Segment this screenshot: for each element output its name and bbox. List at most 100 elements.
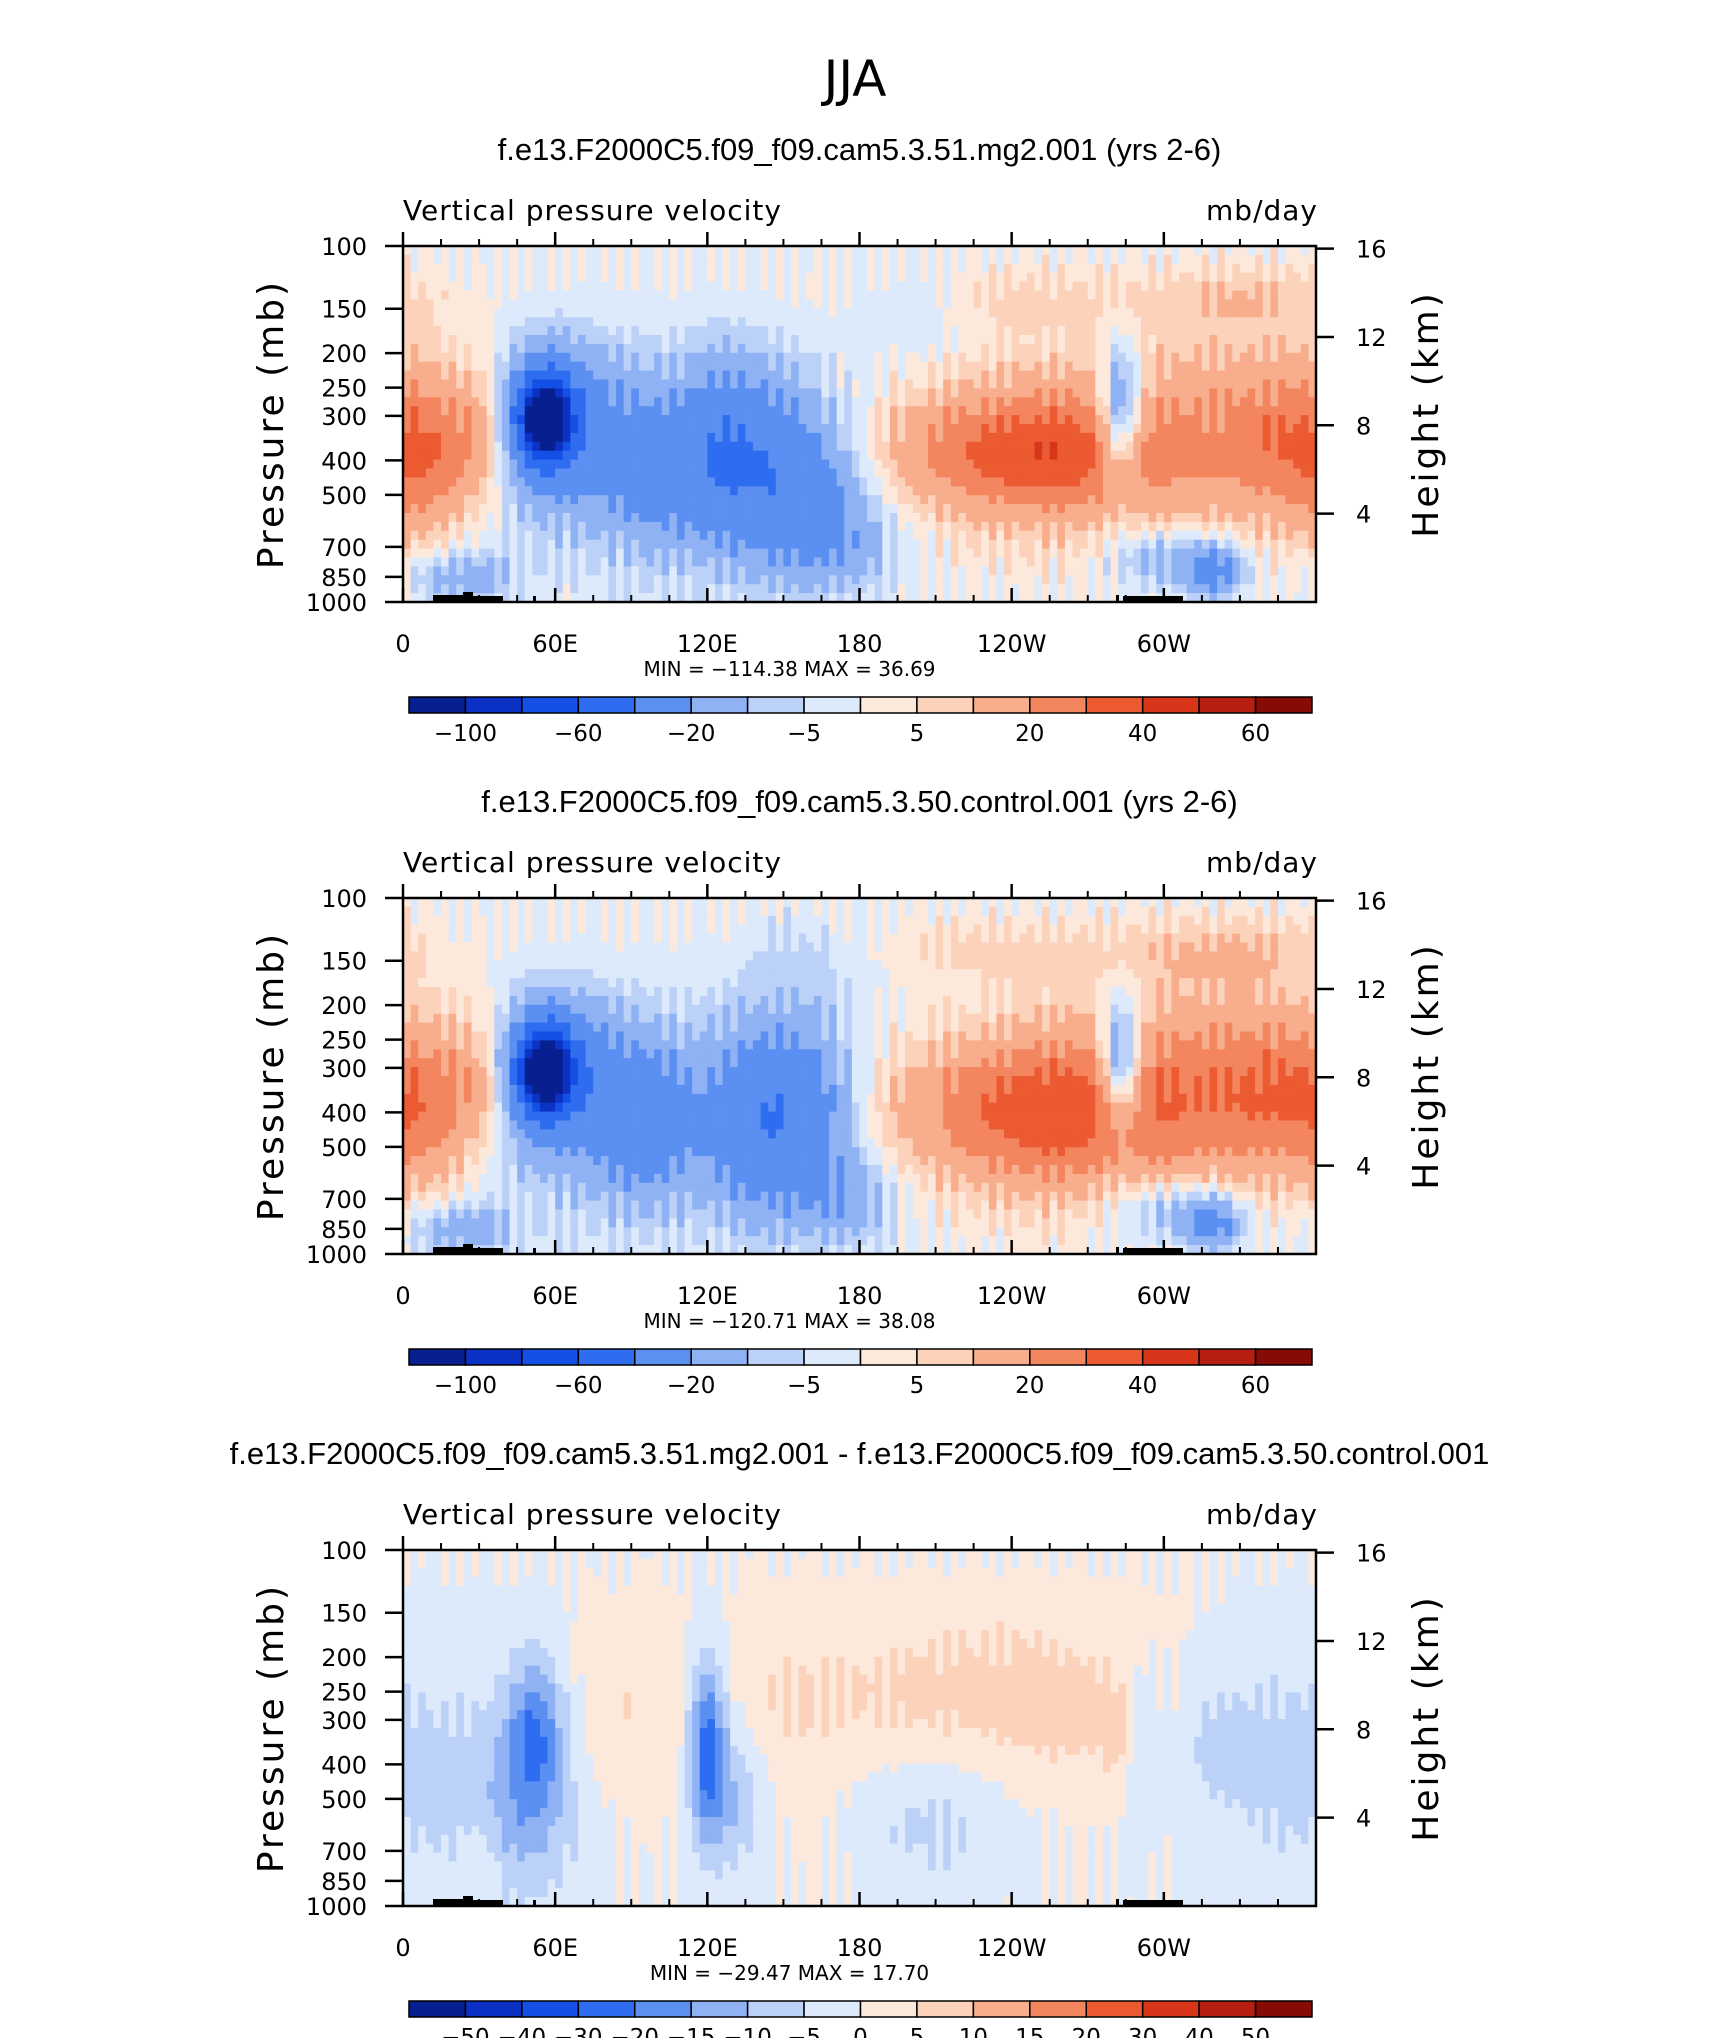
field-cell (684, 566, 693, 576)
field-cell (912, 477, 921, 487)
field-cell (1057, 593, 1066, 603)
field-cell (448, 477, 457, 487)
field-cell (547, 486, 556, 496)
field-cell (517, 254, 526, 265)
field-cell (935, 415, 944, 425)
field-cell (791, 254, 800, 265)
field-cell (958, 477, 967, 487)
field-cell (1194, 272, 1203, 283)
field-cell (1049, 317, 1058, 327)
field-cell (783, 424, 792, 434)
field-cell (859, 272, 868, 283)
field-cell (775, 361, 785, 372)
field-cell (692, 406, 701, 416)
field-cell (897, 424, 906, 434)
field-cell (935, 521, 944, 532)
field-cell (927, 450, 937, 461)
field-cell (1026, 361, 1036, 372)
field-cell (524, 317, 533, 327)
field-cell (1095, 379, 1104, 389)
field-cell (943, 477, 952, 487)
field-cell (1125, 521, 1134, 532)
field-cell (889, 290, 899, 300)
field-cell (935, 566, 944, 576)
field-cell (988, 477, 998, 487)
field-cell (927, 246, 937, 256)
field-cell (699, 477, 708, 487)
field-cell (1186, 299, 1195, 309)
field-cell (760, 352, 769, 363)
field-cell (889, 468, 899, 478)
field-cell (1239, 326, 1249, 336)
field-cell (501, 557, 511, 567)
field-cell (699, 415, 708, 425)
field-cell (486, 308, 495, 318)
field-cell (669, 415, 678, 425)
field-cell (555, 468, 564, 478)
field-cell (593, 299, 602, 309)
field-cell (920, 406, 929, 416)
field-cell (1004, 379, 1013, 389)
field-cell (988, 361, 998, 372)
colorbar-box (1029, 696, 1087, 714)
field-cell (1148, 379, 1157, 389)
field-cell (669, 459, 678, 470)
field-cell (1141, 281, 1150, 292)
field-cell (1156, 281, 1165, 292)
field-cell (684, 317, 693, 327)
field-cell (920, 352, 929, 363)
field-cell (1072, 246, 1081, 256)
field-cell (494, 432, 503, 443)
field-cell (448, 343, 457, 354)
field-cell (836, 361, 845, 372)
field-cell (905, 504, 914, 514)
field-cell (1179, 308, 1188, 318)
field-cell (555, 486, 564, 496)
field-cell (562, 299, 571, 309)
field-cell (1049, 468, 1058, 478)
field-cell (684, 441, 693, 452)
field-cell (692, 335, 701, 345)
field-cell (745, 593, 754, 603)
field-cell (1156, 299, 1165, 309)
field-cell (562, 495, 571, 505)
field-cell (638, 566, 648, 576)
field-cell (958, 263, 967, 274)
field-cell (1300, 530, 1309, 541)
field-cell (547, 263, 556, 274)
field-cell (707, 557, 716, 567)
field-cell (1217, 530, 1226, 541)
field-cell (707, 254, 716, 265)
field-cell (692, 504, 701, 514)
field-cell (661, 263, 670, 274)
field-cell (791, 281, 800, 292)
field-cell (844, 486, 853, 496)
field-cell (737, 557, 746, 567)
field-cell (1201, 290, 1211, 300)
field-cell (593, 459, 602, 470)
field-cell (699, 397, 708, 407)
field-cell (1247, 254, 1256, 265)
field-cell (1217, 548, 1226, 559)
field-cell (996, 584, 1005, 594)
field-cell (1247, 530, 1256, 541)
field-cell (1247, 468, 1256, 478)
field-cell (920, 477, 929, 487)
field-cell (517, 441, 526, 452)
field-cell (912, 513, 921, 523)
field-cell (1300, 281, 1309, 292)
field-cell (570, 415, 579, 425)
field-cell (1080, 530, 1089, 541)
field-cell (798, 326, 807, 336)
field-cell (532, 566, 541, 576)
field-cell (1293, 335, 1302, 345)
field-cell (692, 530, 701, 541)
field-cell (760, 459, 769, 470)
field-cell (676, 326, 686, 336)
field-cell (829, 335, 838, 345)
field-cell (927, 459, 937, 470)
field-cell (555, 459, 564, 470)
field-cell (509, 539, 518, 550)
field-cell (631, 290, 640, 300)
field-cell (722, 450, 731, 461)
